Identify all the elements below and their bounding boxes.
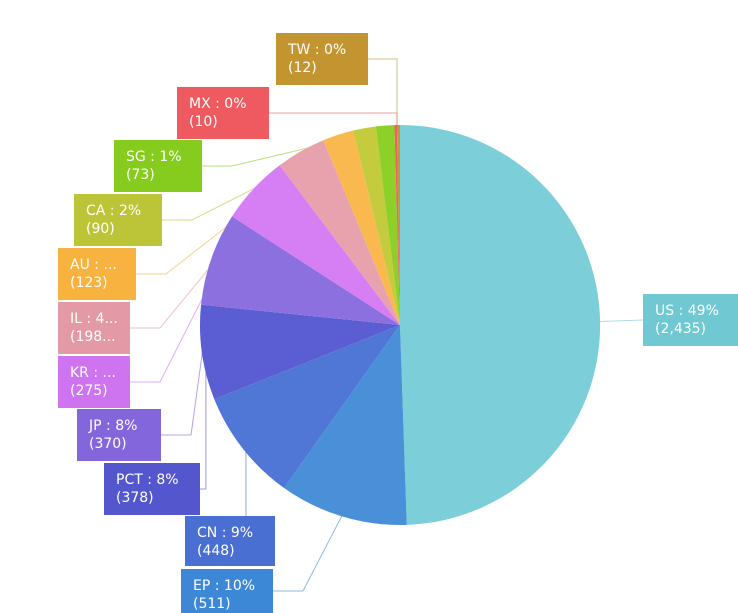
label-ep: EP : 10% (511): [181, 569, 273, 613]
label-value-il: (198...: [70, 329, 116, 345]
label-au: AU : ... (123): [58, 248, 136, 300]
label-box-il: [58, 302, 130, 354]
label-box-pct: [104, 463, 200, 515]
label-value-ep: (511): [193, 596, 231, 612]
label-box-au: [58, 248, 136, 300]
label-name-ca: CA : 2%: [86, 203, 141, 219]
slice-cn[interactable]: [214, 325, 400, 488]
label-name-sg: SG : 1%: [126, 149, 182, 165]
label-us: US : 49% (2,435): [643, 294, 738, 346]
label-value-kr: (275): [70, 383, 108, 399]
label-box-ca: [74, 194, 162, 246]
slice-tw[interactable]: [396, 124, 400, 325]
label-box-tw: [276, 33, 368, 85]
slice-us[interactable]: [400, 124, 601, 525]
slice-sg[interactable]: [375, 125, 400, 325]
label-name-il: IL : 4...: [70, 311, 118, 327]
label-tw: TW : 0% (12): [276, 33, 368, 85]
label-name-kr: KR : ...: [70, 365, 116, 381]
label-sg: SG : 1% (73): [114, 140, 202, 192]
label-box-jp: [77, 409, 161, 461]
label-cn: CN : 9% (448): [185, 516, 275, 566]
label-box-ep: [181, 569, 273, 613]
slice-mx[interactable]: [394, 125, 400, 326]
leader-line-pct: [200, 352, 207, 490]
label-name-ep: EP : 10%: [193, 578, 255, 594]
label-pct: PCT : 8% (378): [104, 463, 200, 515]
label-name-cn: CN : 9%: [197, 525, 253, 541]
label-box-kr: [58, 356, 130, 408]
label-box-sg: [114, 140, 202, 192]
label-box-cn: [185, 516, 275, 566]
label-name-us: US : 49%: [655, 303, 719, 319]
label-name-jp: JP : 8%: [88, 418, 137, 434]
slice-jp[interactable]: [201, 216, 400, 325]
leader-line-ep: [273, 512, 344, 592]
pie-slices: [200, 124, 601, 526]
leader-line-us: [595, 319, 644, 323]
label-value-us: (2,435): [655, 321, 706, 337]
leader-line-tw: [368, 58, 398, 129]
slice-ca[interactable]: [353, 126, 400, 325]
label-value-tw: (12): [288, 60, 317, 76]
label-value-au: (123): [70, 275, 108, 291]
label-il: IL : 4... (198...: [58, 302, 130, 354]
label-name-au: AU : ...: [70, 257, 117, 273]
label-kr: KR : ... (275): [58, 356, 130, 408]
label-name-mx: MX : 0%: [189, 96, 247, 112]
label-value-jp: (370): [89, 436, 127, 452]
slice-au[interactable]: [323, 130, 400, 325]
label-value-mx: (10): [189, 114, 218, 130]
slice-ep[interactable]: [284, 325, 407, 526]
label-value-ca: (90): [86, 221, 115, 237]
slice-il[interactable]: [279, 140, 400, 325]
label-mx: MX : 0% (10): [177, 87, 269, 139]
label-box-mx: [177, 87, 269, 139]
label-name-tw: TW : 0%: [287, 42, 346, 58]
label-value-pct: (378): [116, 490, 154, 506]
label-value-cn: (448): [197, 543, 235, 559]
slice-pct[interactable]: [200, 304, 400, 400]
label-name-pct: PCT : 8%: [116, 472, 179, 488]
slice-kr[interactable]: [232, 165, 400, 325]
label-value-sg: (73): [126, 167, 155, 183]
label-ca: CA : 2% (90): [74, 194, 162, 246]
slice-labels: US : 49% (2,435) EP : 10% (511) CN : 9% (448)…: [58, 33, 738, 613]
label-jp: JP : 8% (370): [77, 409, 161, 461]
label-box-us: [643, 294, 738, 346]
